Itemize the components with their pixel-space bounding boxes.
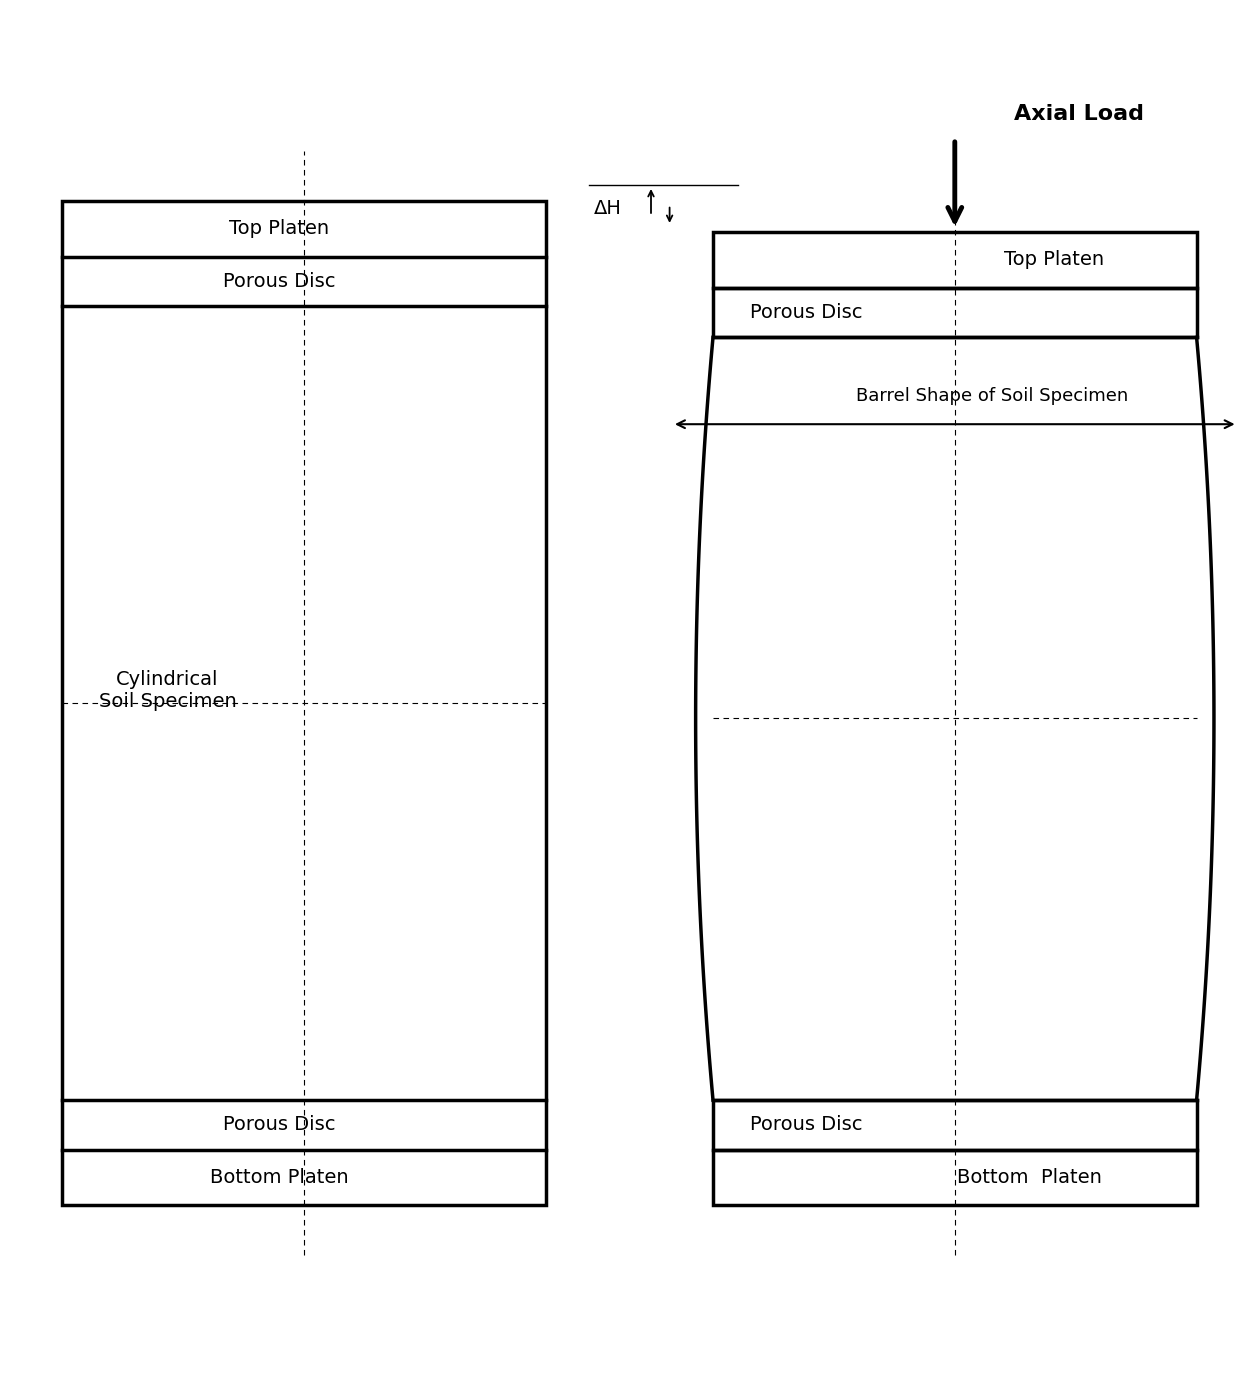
Text: Porous Disc: Porous Disc <box>750 302 862 322</box>
Text: Top Platen: Top Platen <box>229 219 329 238</box>
Text: Porous Disc: Porous Disc <box>223 272 335 291</box>
Text: Axial Load: Axial Load <box>1014 105 1143 124</box>
Text: Cylindrical
Soil Specimen: Cylindrical Soil Specimen <box>98 671 237 711</box>
Text: Porous Disc: Porous Disc <box>750 1115 862 1135</box>
Text: Bottom  Platen: Bottom Platen <box>957 1168 1101 1188</box>
Text: Porous Disc: Porous Disc <box>223 1115 335 1135</box>
Text: ΔH: ΔH <box>594 199 621 217</box>
Text: Barrel Shape of Soil Specimen: Barrel Shape of Soil Specimen <box>856 386 1128 404</box>
Text: Top Platen: Top Platen <box>1004 251 1104 269</box>
Text: Bottom Platen: Bottom Platen <box>210 1168 348 1188</box>
